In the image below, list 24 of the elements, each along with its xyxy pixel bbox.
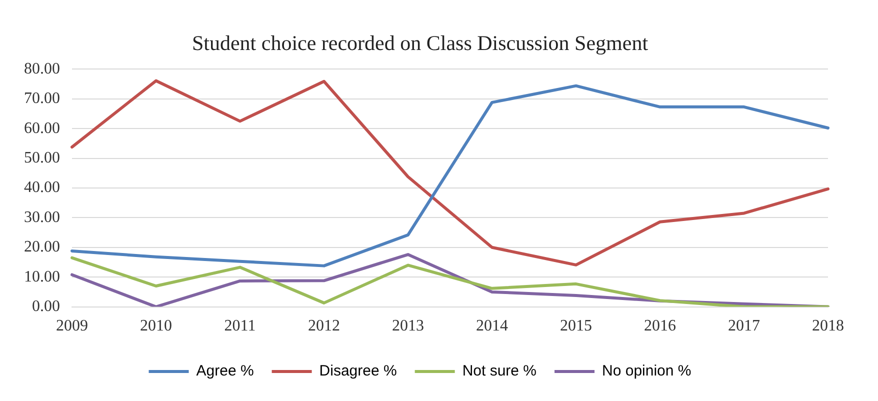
y-tick-label: 0.00 [32, 298, 60, 316]
x-tick-label: 2009 [56, 318, 88, 335]
x-tick-label: 2017 [728, 318, 760, 335]
y-tick-label: 50.00 [24, 150, 60, 167]
x-tick-label: 2013 [392, 318, 424, 335]
x-tick-label: 2014 [476, 318, 508, 335]
x-tick-label: 2015 [560, 318, 592, 335]
y-tick-label: 60.00 [24, 120, 60, 137]
x-tick-label: 2018 [812, 318, 844, 335]
y-tick-label: 70.00 [24, 90, 60, 108]
legend-label: Agree % [196, 362, 254, 380]
y-tick-label: 40.00 [24, 179, 60, 196]
legend-label: No opinion % [602, 362, 692, 380]
x-tick-label: 2016 [644, 318, 676, 335]
x-tick-label: 2011 [224, 318, 256, 335]
y-tick-label: 20.00 [24, 238, 60, 256]
y-tick-label: 80.00 [24, 60, 60, 78]
x-tick-label: 2010 [140, 318, 172, 335]
y-tick-label: 10.00 [24, 268, 60, 286]
legend-label: Not sure % [462, 362, 537, 380]
chart-title: Student choice recorded on Class Discussion Segment [192, 31, 648, 56]
x-tick-label: 2012 [308, 318, 340, 335]
y-tick-label: 30.00 [24, 208, 60, 226]
legend-label: Disagree % [319, 362, 397, 380]
